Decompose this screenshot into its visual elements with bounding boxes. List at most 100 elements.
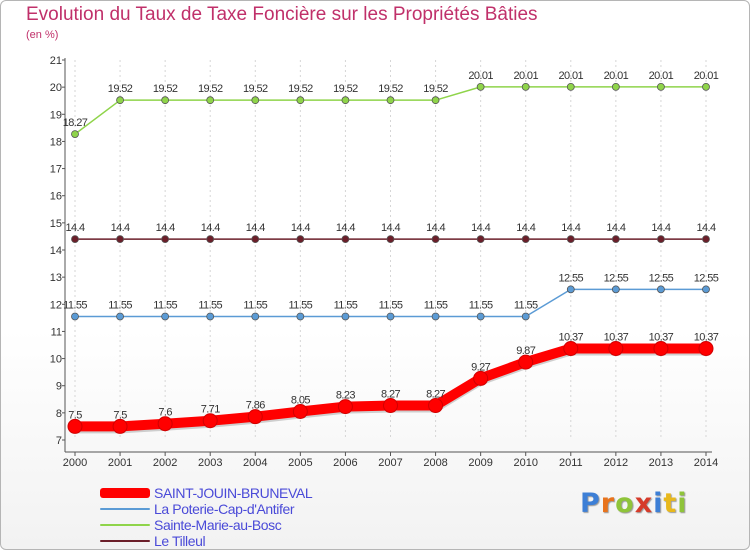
data-label: 10.37 xyxy=(559,332,584,344)
data-label: 14.4 xyxy=(696,222,715,234)
logo-letter: r xyxy=(600,488,616,519)
data-label: 7.6 xyxy=(158,407,172,419)
data-point xyxy=(161,96,170,105)
data-point xyxy=(251,235,260,244)
data-point xyxy=(657,82,665,91)
proxiti-logo: Proxiti xyxy=(580,488,688,519)
data-label: 11.55 xyxy=(63,300,87,312)
data-point xyxy=(702,285,710,294)
data-point xyxy=(296,96,305,105)
data-label: 12.55 xyxy=(649,272,674,284)
legend-swatch xyxy=(100,508,150,510)
x-tick-label: 2006 xyxy=(333,457,357,469)
data-label: 20.01 xyxy=(694,70,719,82)
data-label: 11.55 xyxy=(153,300,177,312)
x-tick-label: 2003 xyxy=(198,457,222,469)
y-tick-label: 9 xyxy=(56,381,62,393)
data-point xyxy=(116,235,124,244)
data-label: 14.4 xyxy=(651,222,670,234)
data-point xyxy=(566,235,575,244)
data-label: 7.5 xyxy=(68,409,82,421)
data-label: 19.52 xyxy=(153,83,178,95)
x-tick-label: 2012 xyxy=(604,457,628,469)
data-label: 14.4 xyxy=(156,222,175,234)
data-label: 14.4 xyxy=(201,222,220,234)
data-point xyxy=(698,341,714,357)
data-point xyxy=(206,96,215,105)
data-label: 14.4 xyxy=(516,222,535,234)
data-point xyxy=(473,370,489,386)
y-tick-label: 15 xyxy=(50,218,62,230)
data-label: 10.37 xyxy=(649,332,674,344)
data-label: 11.55 xyxy=(334,300,358,312)
y-tick-label: 21 xyxy=(50,55,62,67)
data-label: 11.55 xyxy=(379,300,403,312)
data-point xyxy=(521,82,530,91)
data-label: 20.01 xyxy=(468,70,493,82)
x-tick-label: 2008 xyxy=(423,457,447,469)
data-label: 11.55 xyxy=(243,300,267,312)
data-label: 11.55 xyxy=(198,300,222,312)
data-point xyxy=(341,235,350,244)
x-tick-label: 2001 xyxy=(108,457,132,469)
data-point xyxy=(476,82,485,91)
data-label: 14.4 xyxy=(291,222,310,234)
data-point xyxy=(431,96,440,105)
data-point xyxy=(386,96,395,105)
data-point xyxy=(67,418,83,434)
data-point xyxy=(296,312,305,321)
data-label: 12.55 xyxy=(559,272,584,284)
data-label: 19.52 xyxy=(378,83,403,95)
data-label: 19.52 xyxy=(243,83,268,95)
data-point xyxy=(566,285,575,294)
logo-letter: P xyxy=(580,488,601,519)
data-point xyxy=(296,235,305,244)
data-point xyxy=(518,354,534,370)
data-label: 7.86 xyxy=(246,400,265,412)
data-label: 14.4 xyxy=(246,222,265,234)
data-label: 14.4 xyxy=(381,222,400,234)
data-point xyxy=(202,413,218,429)
y-tick-label: 14 xyxy=(50,245,62,257)
data-label: 11.55 xyxy=(469,300,493,312)
data-point xyxy=(653,341,669,357)
data-label: 9.87 xyxy=(516,345,535,357)
logo-letter: x xyxy=(634,488,654,519)
data-point xyxy=(251,312,260,321)
data-label: 19.52 xyxy=(423,83,448,95)
x-tick-label: 2007 xyxy=(378,457,402,469)
data-label: 19.52 xyxy=(333,83,358,95)
x-tick-label: 2002 xyxy=(153,457,177,469)
y-tick-label: 17 xyxy=(50,164,62,176)
data-point xyxy=(206,235,215,244)
data-point xyxy=(341,96,350,105)
chart-subtitle: (en %) xyxy=(26,29,59,41)
data-point xyxy=(428,398,444,414)
data-point xyxy=(563,341,579,357)
data-label: 19.52 xyxy=(108,83,133,95)
data-label: 11.55 xyxy=(108,300,132,312)
data-point xyxy=(657,235,665,244)
y-tick-label: 13 xyxy=(50,272,62,284)
data-point xyxy=(566,82,575,91)
data-point xyxy=(71,235,79,244)
data-point xyxy=(341,312,350,321)
legend-label: SAINT-JOUIN-BRUNEVAL xyxy=(154,485,313,501)
data-label: 18.27 xyxy=(63,117,88,129)
data-point xyxy=(386,312,395,321)
data-point xyxy=(157,416,173,432)
legend-swatch xyxy=(100,540,150,542)
data-label: 14.4 xyxy=(561,222,580,234)
data-label: 20.01 xyxy=(604,70,629,82)
data-point xyxy=(611,235,620,244)
data-point xyxy=(431,312,440,321)
data-label: 8.27 xyxy=(381,389,400,401)
y-tick-label: 10 xyxy=(50,354,62,366)
data-point xyxy=(702,235,710,244)
data-label: 11.55 xyxy=(288,300,312,312)
data-point xyxy=(657,285,665,294)
legend-swatch xyxy=(100,524,150,526)
data-point xyxy=(431,235,440,244)
y-tick-label: 7 xyxy=(56,435,62,447)
